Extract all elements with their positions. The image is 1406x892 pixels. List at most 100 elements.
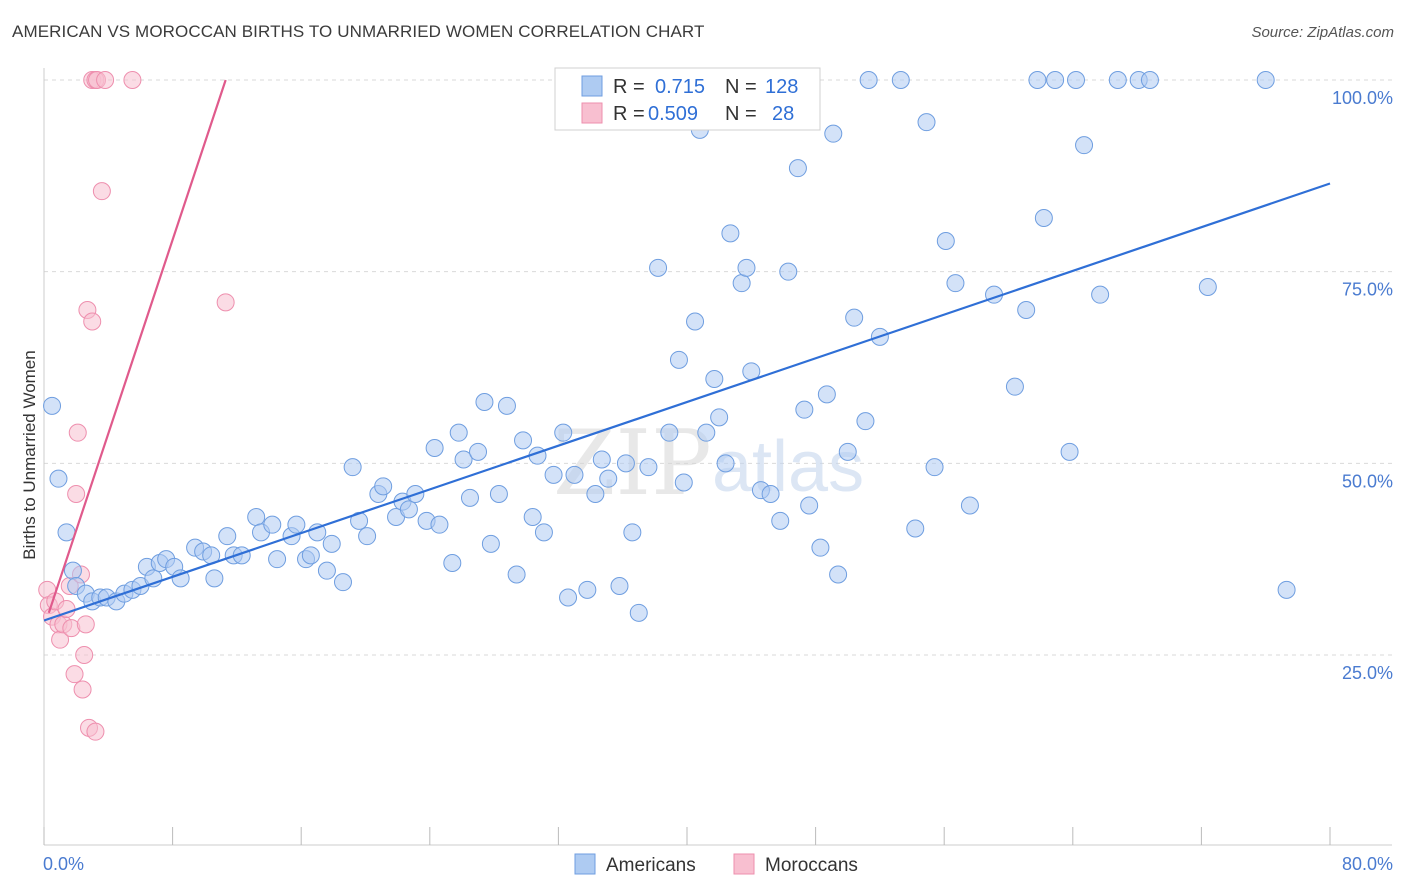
- americans-point: [629, 603, 648, 622]
- americans-point: [523, 508, 542, 526]
- americans-point: [845, 308, 864, 327]
- americans-point: [686, 312, 705, 331]
- americans-point: [460, 488, 479, 507]
- americans-point: [1075, 136, 1094, 155]
- americans-point: [1046, 71, 1065, 89]
- americans-point: [247, 508, 266, 526]
- americans-point: [63, 561, 82, 580]
- y-tick-label: 100.0%: [1332, 88, 1393, 108]
- americans-point: [925, 458, 944, 477]
- moroccans-point: [86, 722, 105, 741]
- americans-point: [761, 485, 780, 503]
- legend-americans-n-value: 128: [765, 76, 798, 98]
- americans-point: [1108, 71, 1127, 89]
- americans-point: [443, 554, 462, 572]
- americans-point: [317, 561, 336, 580]
- americans-point: [1256, 71, 1275, 89]
- americans-point: [171, 569, 190, 588]
- americans-point: [544, 465, 563, 484]
- gridlines: [44, 79, 1392, 656]
- americans-point: [960, 496, 979, 515]
- americans-point: [475, 393, 494, 411]
- americans-point: [779, 262, 798, 281]
- legend-americans-r-label: R =: [613, 76, 645, 98]
- americans-point: [610, 577, 629, 595]
- americans-point: [534, 523, 553, 542]
- americans-point: [824, 124, 843, 143]
- legend-moroccans-n-label: N =: [725, 103, 757, 125]
- americans-point: [946, 274, 965, 293]
- americans-point: [795, 400, 814, 419]
- moroccans-point: [216, 293, 235, 312]
- americans-point: [268, 550, 287, 569]
- moroccans-point: [76, 615, 95, 634]
- americans-point: [559, 588, 578, 607]
- chart-title: AMERICAN VS MOROCCAN BIRTHS TO UNMARRIED…: [12, 22, 705, 41]
- legend-moroccans-r-label: R =: [613, 103, 645, 125]
- americans-point: [1005, 377, 1024, 396]
- americans-point: [674, 473, 693, 492]
- americans-point: [263, 515, 282, 534]
- americans-point: [565, 465, 584, 484]
- americans-point: [705, 370, 724, 388]
- americans-point: [800, 496, 819, 515]
- americans-point: [788, 159, 807, 178]
- americans-point: [514, 431, 533, 450]
- americans-point: [301, 546, 320, 565]
- americans-point: [721, 224, 740, 243]
- bottom-legend-americans-swatch: [574, 853, 596, 875]
- americans-point: [716, 454, 735, 473]
- americans-point: [1060, 442, 1079, 461]
- legend-box: R = 0.715 N = 128 R = 0.509 N = 28: [554, 67, 821, 131]
- bottom-legend-moroccans-swatch: [733, 853, 755, 875]
- americans-point: [497, 396, 516, 415]
- americans-point: [322, 534, 341, 553]
- moroccans-point: [123, 71, 142, 89]
- moroccans-point: [73, 680, 92, 699]
- legend-moroccans-n-value: 28: [772, 103, 794, 125]
- americans-trendline: [43, 182, 1331, 622]
- americans-point: [829, 565, 848, 584]
- legend-moroccans-r-value: 0.509: [648, 103, 698, 125]
- y-tick-label: 75.0%: [1342, 280, 1393, 300]
- moroccans-trendline: [47, 79, 227, 614]
- americans-point: [1034, 209, 1053, 227]
- americans-point: [856, 412, 875, 431]
- americans-point: [639, 458, 658, 477]
- americans-point: [732, 274, 751, 293]
- moroccans-point: [67, 485, 86, 503]
- americans-point: [891, 71, 910, 89]
- moroccans-point: [75, 646, 94, 664]
- bottom-legend-moroccans-label: Moroccans: [765, 855, 858, 876]
- legend-americans-n-label: N =: [725, 76, 757, 98]
- americans-point: [817, 385, 836, 404]
- americans-point: [669, 350, 688, 369]
- americans-point: [507, 565, 526, 584]
- legend-moroccans-swatch: [581, 102, 603, 124]
- trendlines: [43, 79, 1331, 622]
- americans-point: [811, 538, 830, 557]
- americans-point: [578, 580, 597, 599]
- americans-point: [333, 573, 352, 592]
- americans-point: [287, 515, 306, 534]
- americans-point: [616, 454, 635, 473]
- tick-labels: 25.0% 50.0% 75.0% 100.0% 0.0% 80.0%: [43, 88, 1393, 874]
- americans-point: [430, 515, 449, 534]
- americans-point: [425, 439, 444, 457]
- moroccans-point: [65, 665, 84, 684]
- x-tick-label: 80.0%: [1342, 854, 1393, 874]
- moroccans-point: [96, 71, 115, 89]
- americans-point: [623, 523, 642, 542]
- americans-point: [737, 258, 756, 277]
- americans-point: [554, 423, 573, 442]
- americans-point: [599, 469, 618, 488]
- americans-point: [838, 442, 857, 461]
- watermark-atlas: atlas: [712, 427, 864, 507]
- americans-point: [1017, 301, 1036, 319]
- americans-point: [1067, 71, 1086, 89]
- americans-point: [481, 534, 500, 553]
- americans-point: [917, 113, 936, 132]
- americans-point: [592, 450, 611, 469]
- bottom-legend-americans-label: Americans: [606, 855, 696, 876]
- americans-point: [449, 423, 468, 442]
